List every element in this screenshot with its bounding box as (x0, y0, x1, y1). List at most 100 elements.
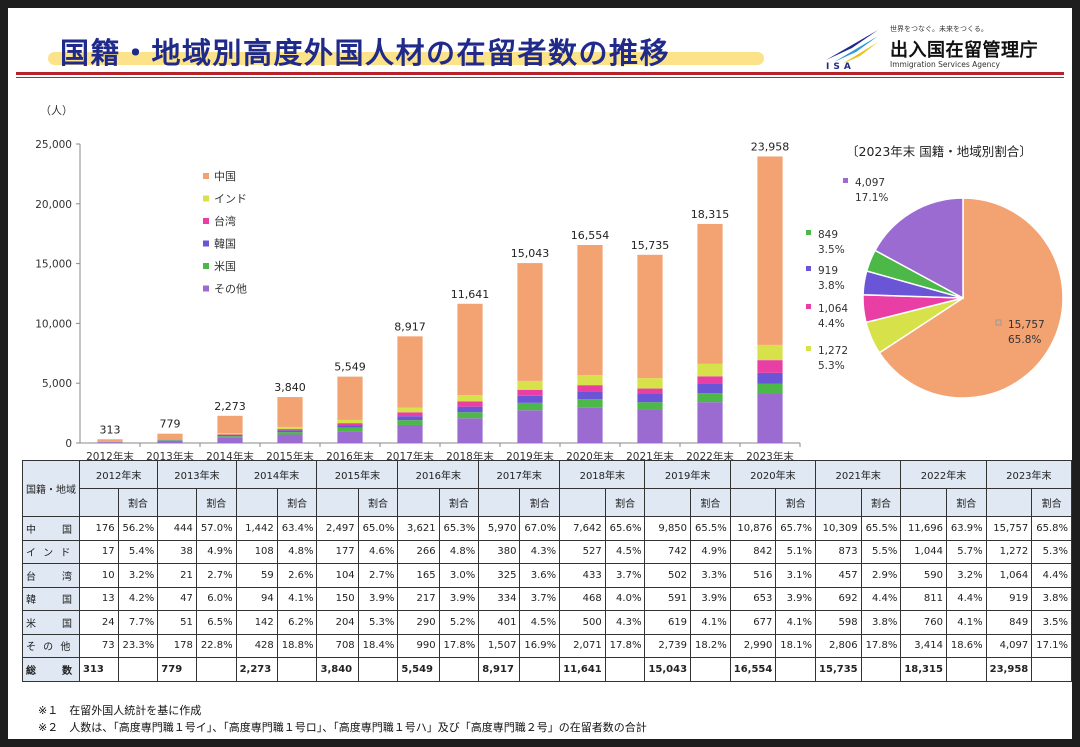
bar-total-label: 16,554 (571, 229, 610, 242)
share-cell: 5.1% (775, 539, 817, 564)
share-cell: 3.7% (604, 563, 646, 588)
legend-swatch (203, 240, 209, 247)
total-empty-cell (1031, 657, 1072, 682)
pie-slice (878, 197, 1064, 399)
bar-segment (217, 415, 243, 434)
count-cell: 919 (985, 586, 1033, 611)
empty-subheader (478, 488, 521, 517)
share-cell: 5.2% (438, 610, 480, 635)
count-cell: 2,990 (729, 633, 777, 658)
bar-segment (697, 393, 723, 403)
count-cell: 10,876 (729, 516, 777, 541)
bar-segment (517, 402, 543, 411)
share-cell: 63.4% (276, 516, 318, 541)
share-cell: 17.8% (604, 633, 646, 658)
pie-label-marker (995, 319, 1002, 326)
share-header: 割合 (438, 488, 480, 517)
row-label: 台 湾 (22, 563, 80, 588)
count-cell: 598 (815, 610, 862, 635)
bar-segment (457, 406, 483, 413)
share-cell: 4.4% (1031, 563, 1072, 588)
share-cell: 65.6% (604, 516, 646, 541)
count-cell: 457 (815, 563, 862, 588)
count-cell: 444 (157, 516, 197, 541)
legend-label: 韓国 (214, 238, 236, 251)
count-cell: 380 (478, 539, 521, 564)
total-cell: 11,641 (559, 657, 606, 682)
total-empty-cell (438, 657, 480, 682)
share-header: 割合 (775, 488, 817, 517)
share-cell: 4.5% (519, 610, 561, 635)
bar-segment (397, 412, 423, 417)
total-empty-cell (357, 657, 399, 682)
share-cell: 65.3% (438, 516, 480, 541)
agency-logo: ISA 世界をつなぐ。未来をつくる。 出入国在留管理庁 Immigration … (820, 22, 1070, 76)
count-cell: 842 (729, 539, 777, 564)
share-cell: 3.8% (1031, 586, 1072, 611)
share-cell: 3.7% (519, 586, 561, 611)
count-cell: 3,621 (397, 516, 440, 541)
share-cell: 4.1% (775, 610, 817, 635)
pie-value-label: 919 (818, 265, 838, 277)
y-tick-label: 0 (65, 438, 72, 450)
x-tick-label: 2015年末 (266, 450, 314, 460)
share-cell: 3.2% (117, 563, 159, 588)
bar-total-label: 11,641 (451, 288, 490, 301)
total-empty-cell (276, 657, 318, 682)
bar-segment (337, 423, 363, 426)
empty-subheader (157, 488, 197, 517)
total-cell: 5,549 (397, 657, 440, 682)
year-header: 2019年末 (644, 460, 731, 489)
share-cell: 4.1% (690, 610, 731, 635)
share-cell: 4.2% (117, 586, 159, 611)
share-cell: 4.0% (604, 586, 646, 611)
share-cell: 2.6% (276, 563, 318, 588)
table-row: 米 国 24 7.7% 51 6.5% 142 6.2% 204 5.3% 290 5.2% 401 4… (22, 610, 1072, 635)
bar-segment (577, 385, 603, 392)
bar-segment (337, 376, 363, 420)
bar-segment (697, 402, 723, 443)
total-cell: 16,554 (729, 657, 777, 682)
share-cell: 65.5% (690, 516, 731, 541)
count-cell: 94 (235, 586, 278, 611)
empty-subheader (559, 488, 606, 517)
title-rule-thin (16, 77, 1064, 78)
pie-value-label: 15,757 (1008, 319, 1045, 331)
pie-label-marker (806, 266, 811, 271)
share-cell: 3.9% (438, 586, 480, 611)
x-tick-label: 2022年末 (686, 450, 734, 460)
bar-segment (577, 391, 603, 400)
share-header: 割合 (195, 488, 237, 517)
bar-segment (397, 416, 423, 421)
empty-subheader (815, 488, 862, 517)
share-header: 割合 (519, 488, 561, 517)
share-cell: 3.9% (775, 586, 817, 611)
count-cell: 217 (397, 586, 440, 611)
count-cell: 873 (815, 539, 862, 564)
y-tick-label: 20,000 (35, 199, 72, 211)
count-cell: 1,272 (985, 539, 1033, 564)
share-cell: 3.1% (775, 563, 817, 588)
share-cell: 6.0% (195, 586, 237, 611)
count-cell: 290 (397, 610, 440, 635)
bar-segment (337, 431, 363, 443)
pie-label-marker (806, 230, 811, 235)
share-cell: 3.5% (1031, 610, 1072, 635)
bar-total-label: 2,273 (214, 400, 246, 413)
year-header: 2021年末 (815, 460, 902, 489)
pie-label-marker (843, 178, 848, 183)
empty-subheader (316, 488, 359, 517)
bar-segment (577, 407, 603, 443)
share-cell: 5.7% (945, 539, 987, 564)
bar-segment (517, 380, 543, 390)
count-cell: 849 (985, 610, 1033, 635)
share-cell: 22.8% (195, 633, 237, 658)
bar-segment (217, 435, 243, 437)
share-cell: 4.3% (604, 610, 646, 635)
logo-abbr: ISA (826, 62, 855, 72)
total-empty-cell (775, 657, 817, 682)
row-label: 韓 国 (22, 586, 80, 611)
row-label: そ の 他 (22, 633, 80, 658)
total-empty-cell (195, 657, 237, 682)
bar-segment (457, 412, 483, 419)
